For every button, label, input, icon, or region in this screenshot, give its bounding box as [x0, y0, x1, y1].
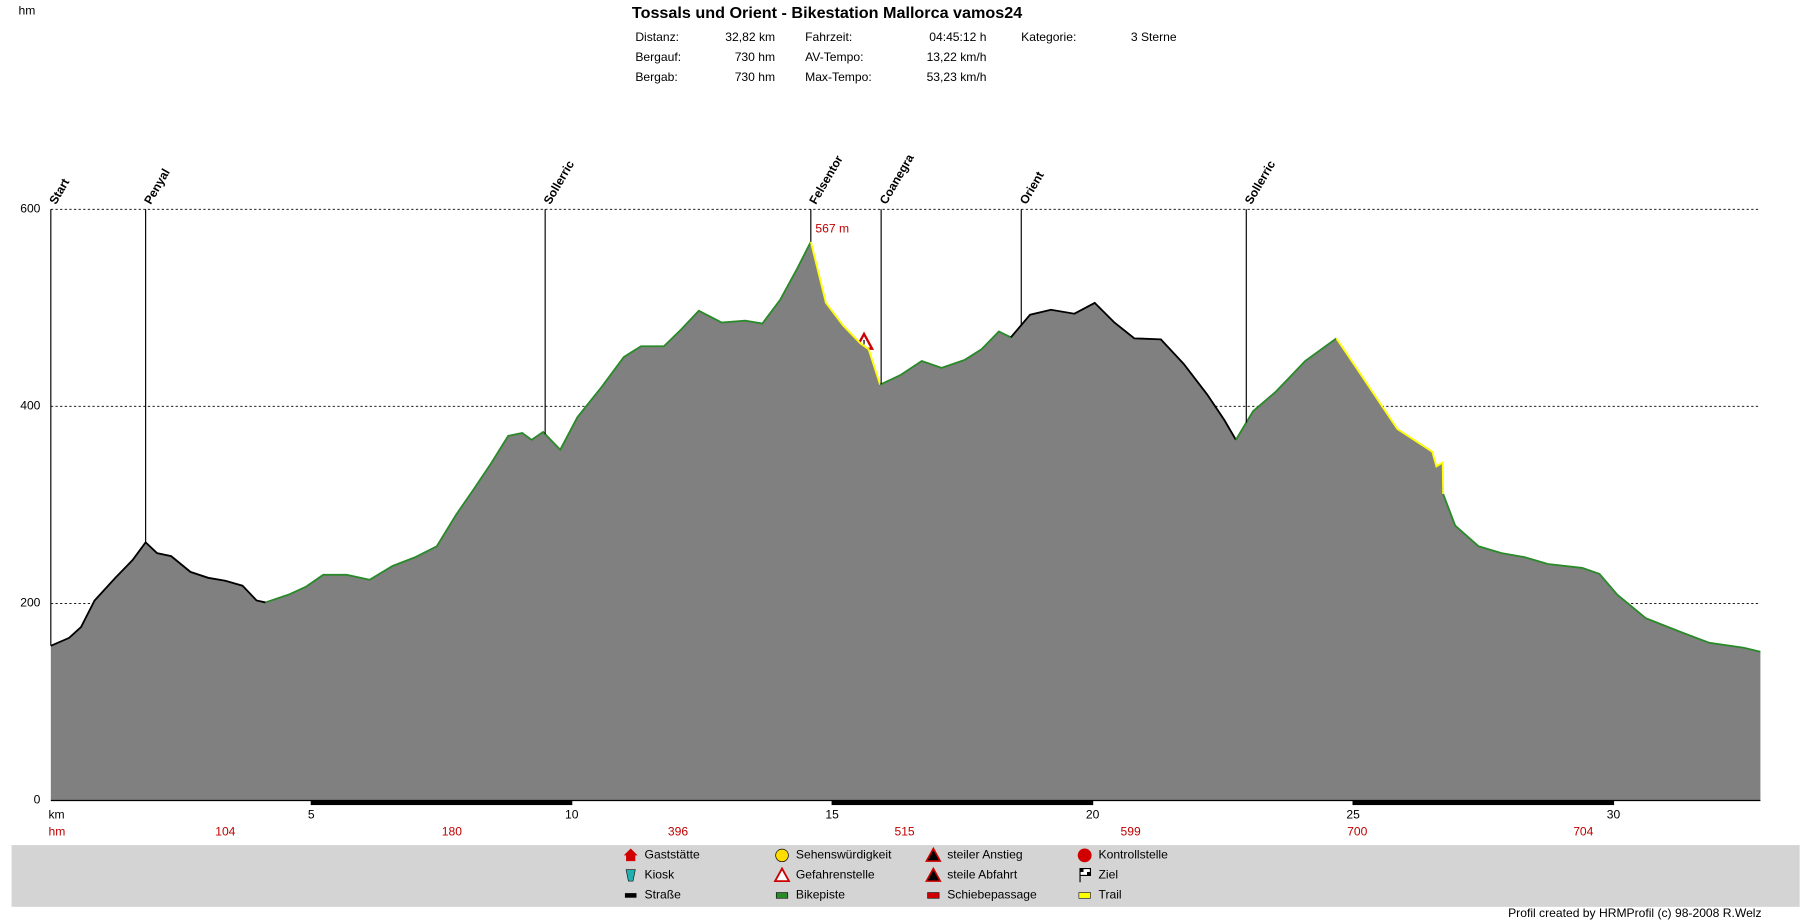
stat-label: Bergab:: [635, 70, 677, 84]
x-axis-label: km: [49, 808, 65, 822]
legend-label: Gaststätte: [645, 848, 700, 862]
footer: Profil created by HRMProfil (c) 98-2008 …: [1508, 906, 1761, 920]
elevation-outline: [809, 241, 881, 385]
legend-background: [11, 845, 1800, 907]
y-tick-label: 400: [20, 399, 41, 413]
elevation-outline: [50, 540, 266, 647]
stat-value: 04:45:12 h: [929, 30, 986, 44]
legend-icon: [1080, 868, 1084, 872]
waypoint-label: Coanegra: [877, 152, 917, 207]
waypoint-label: Start: [46, 176, 72, 207]
legend-label: Kontrollstelle: [1099, 848, 1169, 862]
legend-icon: [1077, 848, 1092, 863]
y-tick-label: 200: [20, 596, 41, 610]
stat-value: 32,82 km: [725, 30, 775, 44]
ascent-value: 515: [894, 825, 915, 839]
waypoint-label: Orient: [1017, 169, 1047, 207]
stat-value: 730 hm: [735, 70, 775, 84]
x-tick-label: 15: [825, 808, 839, 822]
svg-text:!: !: [862, 339, 865, 349]
legend-label: Bikepiste: [796, 888, 845, 902]
legend-item: Gaststätte: [623, 848, 700, 862]
stat-value: 13,22 km/h: [927, 50, 987, 64]
legend-item: steile Abfahrt: [925, 866, 1018, 882]
ascent-value: 104: [215, 825, 236, 839]
elevation-outline: [1235, 337, 1337, 441]
ascent-value: 180: [442, 825, 463, 839]
legend-icon: [625, 869, 636, 882]
legend-icon: [624, 893, 637, 898]
legend-label: Trail: [1099, 888, 1122, 902]
legend-icon: [775, 848, 789, 863]
axis-bar: [832, 800, 1093, 806]
axis-bar: [1353, 800, 1614, 806]
legend-label: Kiosk: [645, 868, 676, 882]
legend-label: Schiebepassage: [947, 888, 1037, 902]
stat-label: Fahrzeit:: [805, 30, 852, 44]
ascent-value: 396: [668, 825, 689, 839]
legend-item: Kiosk: [625, 868, 676, 882]
legend-icon: [1078, 892, 1091, 899]
stat-label: Kategorie:: [1021, 30, 1076, 44]
stat-label: Bergauf:: [635, 50, 681, 64]
legend-item: steiler Anstieg: [925, 846, 1023, 862]
legend-item: Straße: [624, 888, 682, 902]
chart-title: Tossals und Orient - Bikestation Mallorc…: [632, 4, 1022, 22]
stat-label: Distanz:: [635, 30, 679, 44]
elevation-outline: [1010, 301, 1237, 441]
x-tick-label: 25: [1346, 808, 1360, 822]
legend-item: Sehenswürdigkeit: [775, 848, 892, 863]
legend-item: Trail: [1078, 888, 1122, 902]
elevation-outline: [1335, 337, 1445, 495]
elevation-area: [50, 241, 1761, 801]
waypoint-label: Sollerric: [1242, 158, 1279, 207]
y-tick-label: 600: [20, 201, 41, 215]
legend-label: Gefahrenstelle: [796, 868, 875, 882]
axis-bar: [311, 800, 572, 806]
waypoint-label: Penyal: [141, 166, 173, 206]
x-tick-label: 20: [1086, 808, 1100, 822]
legend-label: steiler Anstieg: [947, 848, 1022, 862]
ascent-value: 700: [1347, 825, 1368, 839]
ascent-label: hm: [49, 825, 66, 839]
legend-icon: [925, 866, 942, 882]
legend-item: Ziel: [1079, 868, 1119, 883]
stat-value: 730 hm: [735, 50, 775, 64]
legend-label: Sehenswürdigkeit: [796, 848, 892, 862]
x-tick-label: 30: [1607, 808, 1621, 822]
legend-item: Kontrollstelle: [1077, 848, 1169, 863]
waypoint-label: Felsentor: [806, 153, 846, 207]
stat-value: 53,23 km/h: [927, 70, 987, 84]
legend-icon: [773, 866, 791, 883]
legend-item: Gefahrenstelle: [773, 866, 875, 883]
legend-icon: [927, 892, 940, 899]
waypoint-label: Sollerric: [541, 158, 578, 207]
x-tick-label: 5: [308, 808, 315, 822]
legend-icon: [623, 848, 638, 862]
legend-item: Schiebepassage: [927, 888, 1037, 902]
legend-icon: [775, 892, 789, 899]
stat-value: 3 Sterne: [1131, 30, 1177, 44]
ascent-value: 704: [1573, 825, 1594, 839]
ascent-value: 599: [1121, 825, 1142, 839]
y-axis-label: hm: [18, 4, 35, 18]
elevation-outline: [265, 241, 812, 604]
elevation-outline: [1442, 493, 1761, 653]
legend-icon: [1086, 871, 1091, 876]
y-tick-label: 0: [34, 793, 41, 807]
legend-item: Bikepiste: [775, 888, 845, 902]
legend-label: Ziel: [1099, 868, 1119, 882]
legend-label: steile Abfahrt: [947, 868, 1018, 882]
elevation-outline: [879, 330, 1012, 386]
stat-label: AV-Tempo:: [805, 50, 863, 64]
stat-label: Max-Tempo:: [805, 70, 872, 84]
peak-annotation: 567 m: [815, 221, 849, 235]
legend-label: Straße: [645, 888, 682, 902]
legend-icon: [925, 846, 942, 862]
x-tick-label: 10: [565, 808, 579, 822]
